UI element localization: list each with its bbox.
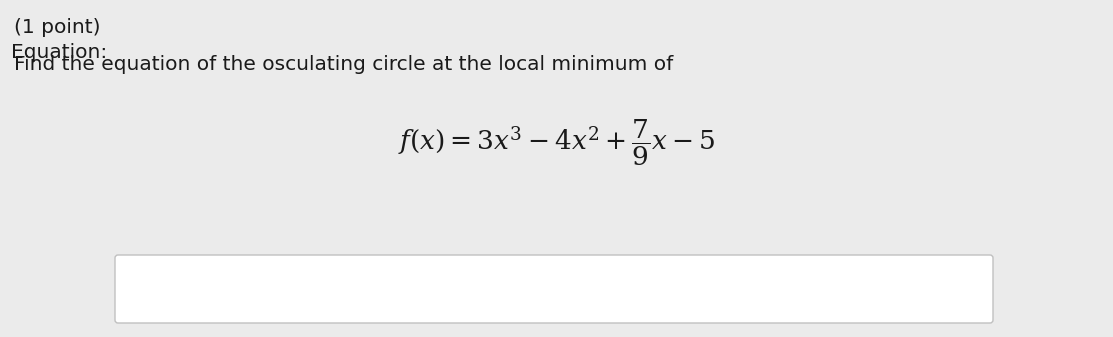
FancyBboxPatch shape xyxy=(115,255,993,323)
Text: (1 point): (1 point) xyxy=(14,18,101,37)
Text: $f(x) = 3x^3 - 4x^2 + \dfrac{7}{9}x - 5$: $f(x) = 3x^3 - 4x^2 + \dfrac{7}{9}x - 5$ xyxy=(397,118,716,168)
Text: Find the equation of the osculating circle at the local minimum of: Find the equation of the osculating circ… xyxy=(14,55,673,74)
Text: Equation:: Equation: xyxy=(11,43,107,62)
